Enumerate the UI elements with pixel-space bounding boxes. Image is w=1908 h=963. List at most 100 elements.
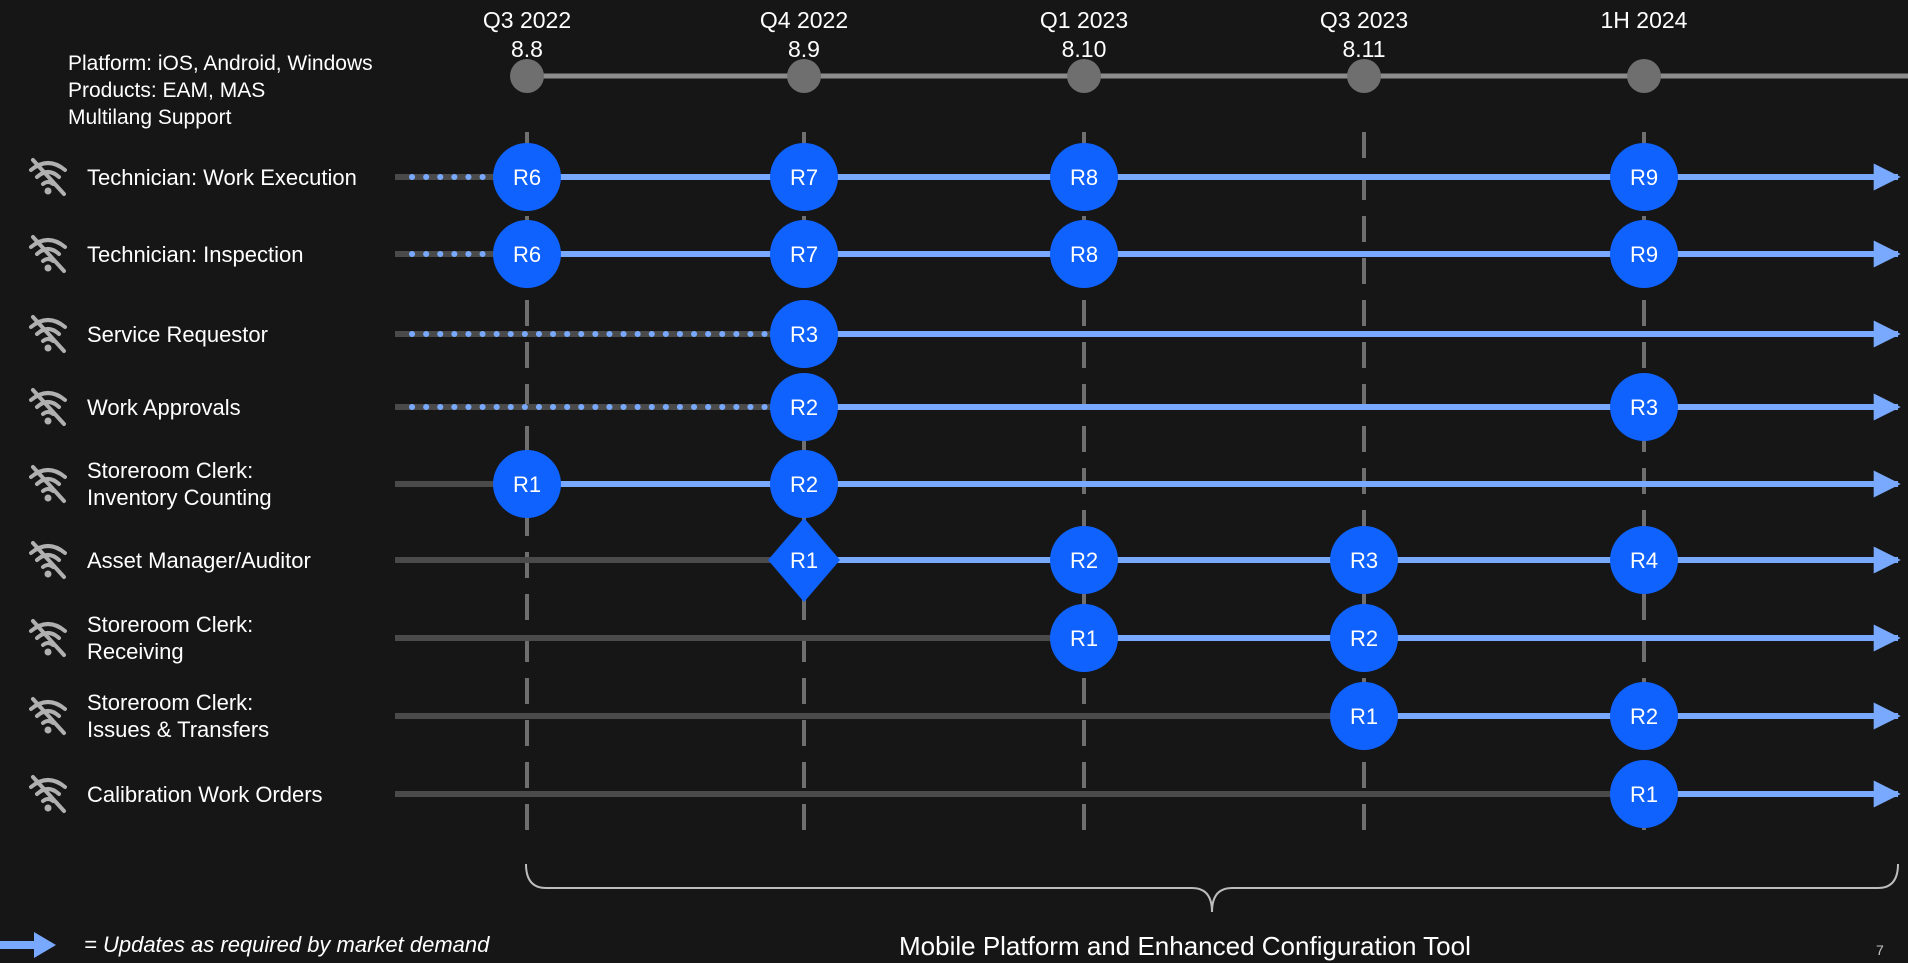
release-marker (1330, 526, 1398, 594)
release-label: R1 (513, 472, 541, 497)
track-name: Storeroom Clerk: Issues & Transfers (87, 689, 269, 743)
release-label: R7 (790, 242, 818, 267)
release-marker (1610, 220, 1678, 288)
release-marker (1610, 760, 1678, 828)
release-marker (1050, 220, 1118, 288)
track-name: Service Requestor (87, 321, 268, 348)
platform-list: Platform: iOS, Android, Windows (68, 52, 373, 75)
milestone-dot (510, 59, 544, 93)
track-label: Storeroom Clerk: Inventory Counting (25, 456, 272, 512)
release-marker (1610, 143, 1678, 211)
legend-arrow-icon (0, 932, 56, 958)
wifi-off-icon (29, 775, 67, 813)
milestone-dot (1347, 59, 1381, 93)
release-marker (1050, 604, 1118, 672)
release-label: R3 (1350, 548, 1378, 573)
release-label: R9 (1630, 165, 1658, 190)
track-lines (395, 163, 1901, 808)
track-name: Technician: Work Execution (87, 164, 357, 191)
track-name: Storeroom Clerk: Inventory Counting (87, 457, 272, 511)
milestone-version: 8.10 (1062, 36, 1107, 62)
track-name-line: Issues & Transfers (87, 717, 270, 742)
track-name: Asset Manager/Auditor (87, 547, 311, 574)
release-label: R8 (1070, 242, 1098, 267)
release-label: R1 (1350, 704, 1378, 729)
release-marker (1330, 682, 1398, 750)
release-diamond (768, 518, 840, 602)
milestone-version: 8.8 (511, 36, 543, 62)
milestone-period: Q1 2023 (1040, 7, 1128, 33)
track-name-line: Inventory Counting (87, 485, 272, 510)
wifi-off-icon (29, 465, 67, 503)
release-marker (770, 450, 838, 518)
milestone-dot (1627, 59, 1661, 93)
release-label: R4 (1630, 548, 1658, 573)
legend: = Updates as required by market demand (0, 928, 489, 962)
release-label: R6 (513, 165, 541, 190)
track-label: Storeroom Clerk: Issues & Transfers (25, 688, 269, 744)
release-marker (1610, 526, 1678, 594)
track-name-line: Technician: Inspection (87, 241, 304, 267)
track-label: Technician: Work Execution (25, 149, 357, 205)
milestone-period: Q3 2022 (483, 7, 571, 33)
platform-info: Platform: iOS, Android, Windows Products… (68, 50, 373, 131)
milestone-period: Q4 2022 (760, 7, 848, 33)
release-label: R2 (1070, 548, 1098, 573)
page-number: 7 (1876, 942, 1884, 958)
release-label: R2 (790, 395, 818, 420)
release-label: R2 (790, 472, 818, 497)
wifi-off-icon (29, 158, 67, 196)
track-name-line: Receiving (87, 639, 184, 664)
release-label: R1 (1070, 626, 1098, 651)
milestone-version: 8.11 (1342, 36, 1385, 62)
release-marker (493, 220, 561, 288)
track-name: Calibration Work Orders (87, 781, 323, 808)
wifi-off-icon (29, 619, 67, 657)
legend-text: = Updates as required by market demand (84, 932, 490, 957)
release-marker (1610, 682, 1678, 750)
release-label: R2 (1350, 626, 1378, 651)
track-name: Storeroom Clerk: Receiving (87, 611, 253, 665)
release-marker (1050, 143, 1118, 211)
track-name-line: Work Approvals (87, 394, 241, 420)
milestone-dot (1067, 59, 1101, 93)
release-label: R1 (790, 548, 818, 573)
track-label: Service Requestor (25, 306, 268, 362)
wifi-off-icon (29, 315, 67, 353)
track-label: Asset Manager/Auditor (25, 532, 311, 588)
release-marker (1330, 604, 1398, 672)
track-label: Work Approvals (25, 379, 241, 435)
release-label: R1 (1630, 782, 1658, 807)
release-label: R3 (1630, 395, 1658, 420)
release-marker (770, 143, 838, 211)
footer-title: Mobile Platform and Enhanced Configurati… (899, 931, 1471, 961)
release-label: R9 (1630, 242, 1658, 267)
track-name-line: Storeroom Clerk: (87, 612, 254, 637)
track-name-line: Technician: Work Execution (87, 164, 357, 190)
release-label: R8 (1070, 165, 1098, 190)
release-marker (493, 143, 561, 211)
multilang-note: Multilang Support (68, 106, 232, 129)
wifi-off-icon (29, 388, 67, 426)
release-marker (770, 220, 838, 288)
milestone-version: 8.9 (788, 36, 820, 62)
wifi-off-icon (29, 697, 67, 735)
track-name-line: Storeroom Clerk: (87, 458, 254, 483)
track-name-line: Service Requestor (87, 321, 268, 347)
wifi-off-icon (29, 235, 67, 273)
release-marker (1610, 373, 1678, 441)
release-label: R3 (790, 322, 818, 347)
release-label: R7 (790, 165, 818, 190)
products-list: Products: EAM, MAS (68, 79, 266, 102)
release-timeline: Q3 2022 8.8 Q4 2022 8.9 Q1 2023 8.10 Q3 2023 8.… (483, 7, 1908, 93)
bracket (525, 863, 1899, 913)
track-name-line: Asset Manager/Auditor (87, 547, 311, 573)
release-label: R6 (513, 242, 541, 267)
release-marker (770, 300, 838, 368)
release-label: R2 (1630, 704, 1658, 729)
track-label: Technician: Inspection (25, 226, 303, 282)
milestone-period: 1H 2024 (1601, 7, 1688, 33)
track-name: Technician: Inspection (87, 241, 303, 268)
release-marker (770, 373, 838, 441)
